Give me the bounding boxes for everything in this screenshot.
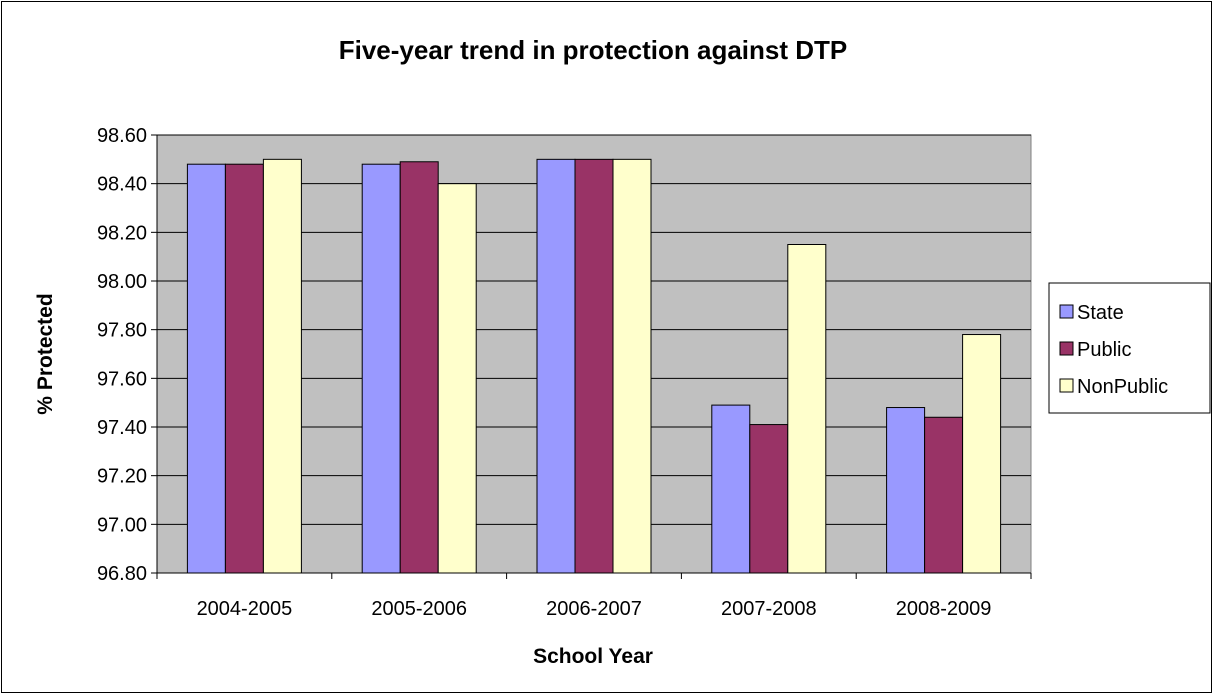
y-tick-label: 98.00 xyxy=(97,271,147,293)
bar-state-2004-2005 xyxy=(186,163,226,574)
y-tick-label: 97.40 xyxy=(97,417,147,439)
legend-label-state: State xyxy=(1077,302,1124,324)
y-tick-label: 98.20 xyxy=(97,222,147,244)
legend-swatch-state xyxy=(1059,304,1074,319)
x-tick-label: 2007-2008 xyxy=(721,598,817,620)
y-tick-label: 97.00 xyxy=(97,514,147,536)
bar-nonpublic-2004-2005 xyxy=(262,158,302,574)
y-axis-title: % Protected xyxy=(34,293,57,414)
legend-swatch-nonpublic xyxy=(1059,378,1074,393)
y-tick-label: 98.40 xyxy=(97,174,147,196)
x-tick-label: 2005-2006 xyxy=(371,598,467,620)
legend-box xyxy=(1048,282,1211,414)
bar-state-2005-2006 xyxy=(361,163,401,574)
bar-nonpublic-2007-2008 xyxy=(787,244,827,574)
legend-label-public: Public xyxy=(1077,339,1131,361)
x-tick-label: 2006-2007 xyxy=(546,598,642,620)
bar-public-2007-2008 xyxy=(749,424,789,574)
bar-nonpublic-2005-2006 xyxy=(437,183,477,574)
legend-swatch-public xyxy=(1059,341,1074,356)
bar-state-2008-2009 xyxy=(886,407,926,574)
legend: State Public NonPublic xyxy=(1048,282,1211,414)
bar-state-2007-2008 xyxy=(711,404,751,574)
bar-public-2008-2009 xyxy=(924,416,964,574)
y-tick-label: 97.80 xyxy=(97,320,147,342)
bar-public-2004-2005 xyxy=(224,163,264,574)
bar-public-2005-2006 xyxy=(399,161,439,574)
y-tick-label: 97.20 xyxy=(97,466,147,488)
legend-label-nonpublic: NonPublic xyxy=(1077,376,1168,398)
bar-nonpublic-2006-2007 xyxy=(612,158,652,574)
y-tick-label: 97.60 xyxy=(97,368,147,390)
bar-nonpublic-2008-2009 xyxy=(962,334,1002,574)
bar-state-2006-2007 xyxy=(536,158,576,574)
x-axis-title: School Year xyxy=(533,645,653,668)
y-tick-label: 98.60 xyxy=(97,125,147,147)
bar-public-2006-2007 xyxy=(574,158,614,574)
x-tick-label: 2008-2009 xyxy=(896,598,992,620)
chart-title: Five-year trend in protection against DT… xyxy=(339,35,848,65)
x-tick-label: 2004-2005 xyxy=(197,598,293,620)
axes: 96.80 97.00 97.20 97.40 97.60 97.80 98.00 98.20… xyxy=(97,125,1032,620)
y-tick-label: 96.80 xyxy=(97,563,147,585)
